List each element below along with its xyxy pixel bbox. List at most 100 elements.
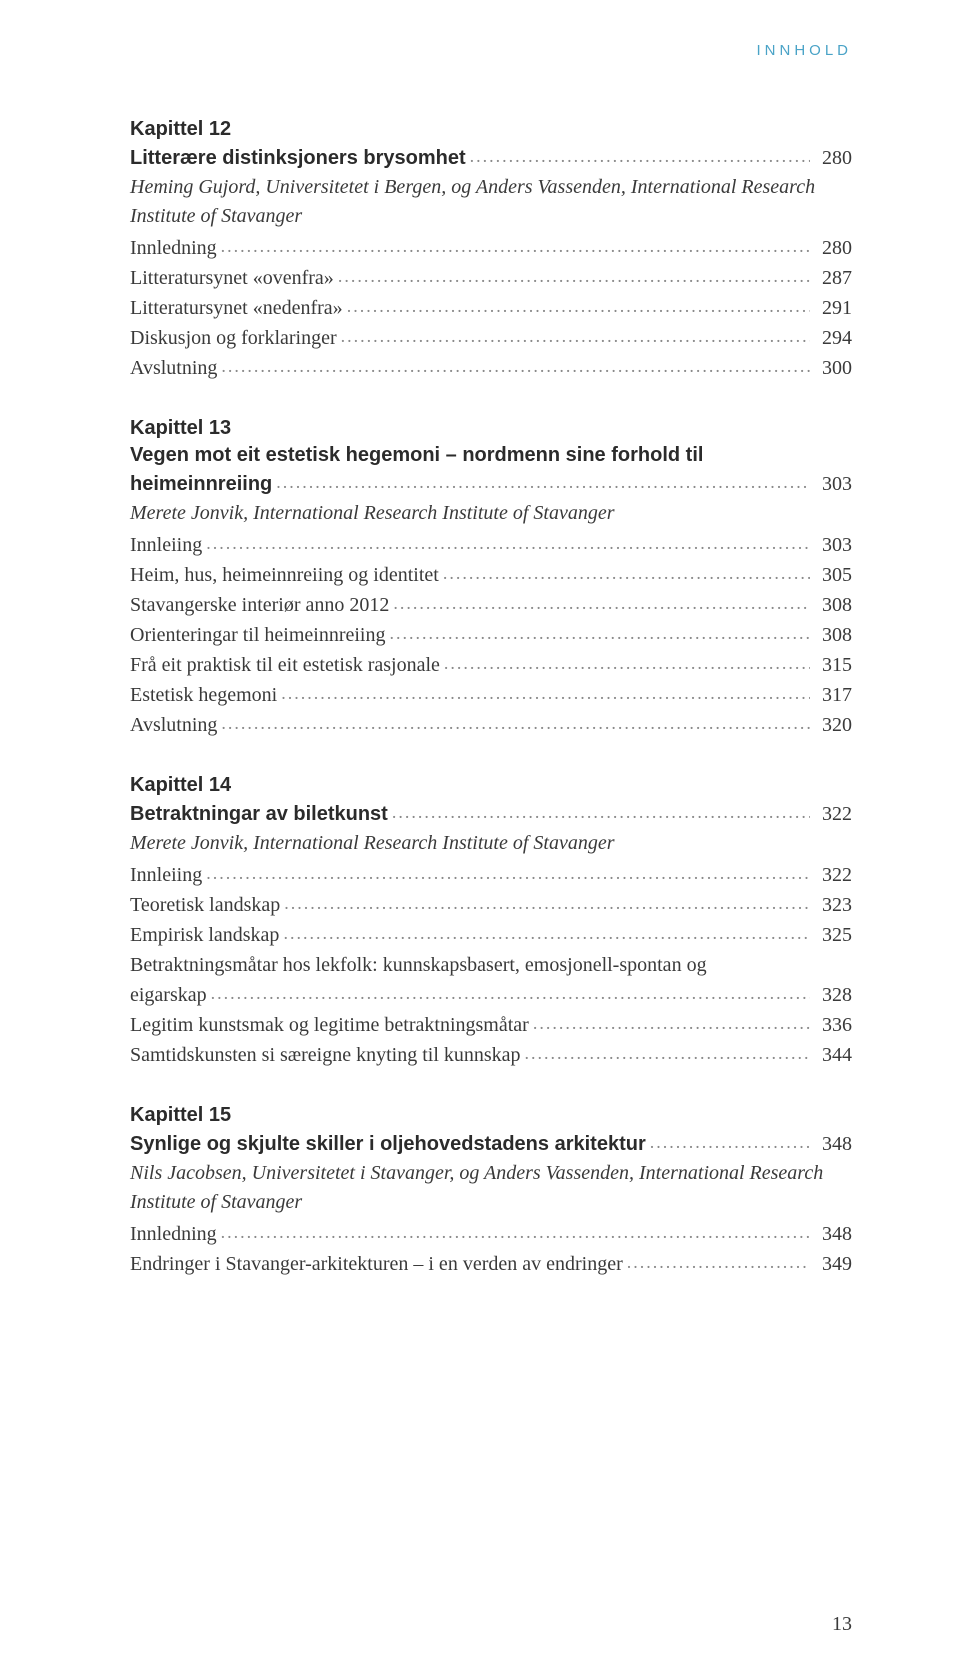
chapter-authors: Merete Jonvik, International Research In… — [130, 829, 852, 858]
toc-entry: Innleiing 303 — [130, 530, 852, 560]
chapter-title-row: Litterære distinksjoners brysomhet 280 — [130, 143, 852, 173]
dot-leader — [202, 860, 810, 887]
toc-text: Endringer i Stavanger-arkitekturen – i e… — [130, 1249, 623, 1279]
dot-leader — [439, 560, 810, 587]
chapter-title: Litterære distinksjoners brysomhet — [130, 145, 466, 172]
dot-leader — [217, 353, 810, 380]
toc-page: 323 — [810, 890, 852, 920]
toc-text: Samtidskunsten si særeigne knyting til k… — [130, 1040, 521, 1070]
toc-entry: Teoretisk landskap 323 — [130, 890, 852, 920]
toc-entry: Heim, hus, heimeinnreiing og identitet 30… — [130, 560, 852, 590]
chapter-block: Kapittel 12 Litterære distinksjoners bry… — [130, 118, 852, 383]
toc-text: Orienteringar til heimeinnreiing — [130, 620, 385, 650]
toc-text: Diskusjon og forklaringer — [130, 323, 337, 353]
toc-text: Empirisk landskap — [130, 920, 279, 950]
chapter-authors: Merete Jonvik, International Research In… — [130, 499, 852, 528]
toc-page: 320 — [810, 710, 852, 740]
chapter-title-line1: Vegen mot eit estetisk hegemoni – nordme… — [130, 442, 852, 469]
toc-text: Litteratursynet «ovenfra» — [130, 263, 334, 293]
toc-page: 348 — [810, 1129, 852, 1159]
toc-page: 315 — [810, 650, 852, 680]
chapter-label: Kapittel 13 — [130, 417, 852, 440]
toc-entry: Estetisk hegemoni 317 — [130, 680, 852, 710]
toc-text: Legitim kunstsmak og legitime betraktnin… — [130, 1010, 529, 1040]
toc-text: Frå eit praktisk til eit estetisk rasjon… — [130, 650, 440, 680]
toc-entry: Legitim kunstsmak og legitime betraktnin… — [130, 1010, 852, 1040]
toc-text: Teoretisk landskap — [130, 890, 280, 920]
dot-leader — [207, 980, 810, 1007]
toc-entry: Litteratursynet «ovenfra» 287 — [130, 263, 852, 293]
toc-page: 287 — [810, 263, 852, 293]
chapter-title: Betraktningar av biletkunst — [130, 801, 388, 828]
toc-page: 317 — [810, 680, 852, 710]
dot-leader — [279, 920, 810, 947]
toc-entry: Orienteringar til heimeinnreiing308 — [130, 620, 852, 650]
dot-leader — [280, 890, 810, 917]
toc-page: 300 — [810, 353, 852, 383]
toc-entry: Frå eit praktisk til eit estetisk rasjon… — [130, 650, 852, 680]
toc-text: Innledning — [130, 1219, 217, 1249]
chapter-title: Synlige og skjulte skiller i oljehovedst… — [130, 1131, 646, 1158]
dot-leader — [202, 530, 810, 557]
dot-leader — [529, 1010, 810, 1037]
chapter-block: Kapittel 13 Vegen mot eit estetisk hegem… — [130, 417, 852, 740]
dot-leader — [440, 650, 810, 677]
dot-leader — [623, 1249, 810, 1276]
dot-leader — [217, 710, 810, 737]
page-number: 13 — [832, 1613, 852, 1636]
toc-entry: Diskusjon og forklaringer294 — [130, 323, 852, 353]
toc-page: 280 — [810, 233, 852, 263]
dot-leader — [521, 1040, 810, 1067]
chapter-authors: Nils Jacobsen, Universitetet i Stavanger… — [130, 1159, 852, 1217]
toc-page: 303 — [810, 469, 852, 499]
dot-leader — [217, 1219, 810, 1246]
chapter-title-row: heimeinnreiing 303 — [130, 469, 852, 499]
running-head: INNHOLD — [756, 42, 852, 59]
dot-leader — [343, 293, 810, 320]
toc-page: 322 — [810, 799, 852, 829]
chapter-title-row: Betraktningar av biletkunst 322 — [130, 799, 852, 829]
toc-page: 291 — [810, 293, 852, 323]
toc-entry: Litteratursynet «nedenfra» 291 — [130, 293, 852, 323]
toc-text: Heim, hus, heimeinnreiing og identitet — [130, 560, 439, 590]
toc-page: 344 — [810, 1040, 852, 1070]
dot-leader — [389, 590, 810, 617]
toc-text: Litteratursynet «nedenfra» — [130, 293, 343, 323]
toc-page: 325 — [810, 920, 852, 950]
chapter-title-row: Synlige og skjulte skiller i oljehovedst… — [130, 1129, 852, 1159]
toc-entry: Avslutning 300 — [130, 353, 852, 383]
toc-page: 336 — [810, 1010, 852, 1040]
toc-entry: Avslutning320 — [130, 710, 852, 740]
toc-text: Innleiing — [130, 860, 202, 890]
toc-page: 280 — [810, 143, 852, 173]
dot-leader — [217, 233, 810, 260]
dot-leader — [646, 1129, 810, 1156]
chapter-block: Kapittel 15 Synlige og skjulte skiller i… — [130, 1104, 852, 1279]
toc-page: 303 — [810, 530, 852, 560]
toc-entry: Endringer i Stavanger-arkitekturen – i e… — [130, 1249, 852, 1279]
dot-leader — [388, 799, 810, 826]
toc-text: Estetisk hegemoni — [130, 680, 277, 710]
toc-text: Innledning — [130, 233, 217, 263]
chapter-authors: Heming Gujord, Universitetet i Bergen, o… — [130, 173, 852, 231]
dot-leader — [277, 680, 810, 707]
toc-text-line2: eigarskap — [130, 980, 207, 1010]
dot-leader — [385, 620, 810, 647]
dot-leader — [334, 263, 810, 290]
toc-text: Avslutning — [130, 353, 217, 383]
toc-entry: Innledning 348 — [130, 1219, 852, 1249]
dot-leader — [272, 469, 810, 496]
toc-page: 348 — [810, 1219, 852, 1249]
toc-text: Innleiing — [130, 530, 202, 560]
dot-leader — [466, 143, 810, 170]
chapter-label: Kapittel 14 — [130, 774, 852, 797]
toc-entry: Innleiing322 — [130, 860, 852, 890]
toc-page: 328 — [810, 980, 852, 1010]
toc-page: 308 — [810, 590, 852, 620]
toc-text-line1: Betraktningsmåtar hos lekfolk: kunnskaps… — [130, 950, 707, 980]
toc-text: Stavangerske interiør anno 2012 — [130, 590, 389, 620]
toc-entry-multiline: Betraktningsmåtar hos lekfolk: kunnskaps… — [130, 950, 852, 1010]
toc-page: 349 — [810, 1249, 852, 1279]
toc-page: 305 — [810, 560, 852, 590]
toc-entry: Empirisk landskap 325 — [130, 920, 852, 950]
